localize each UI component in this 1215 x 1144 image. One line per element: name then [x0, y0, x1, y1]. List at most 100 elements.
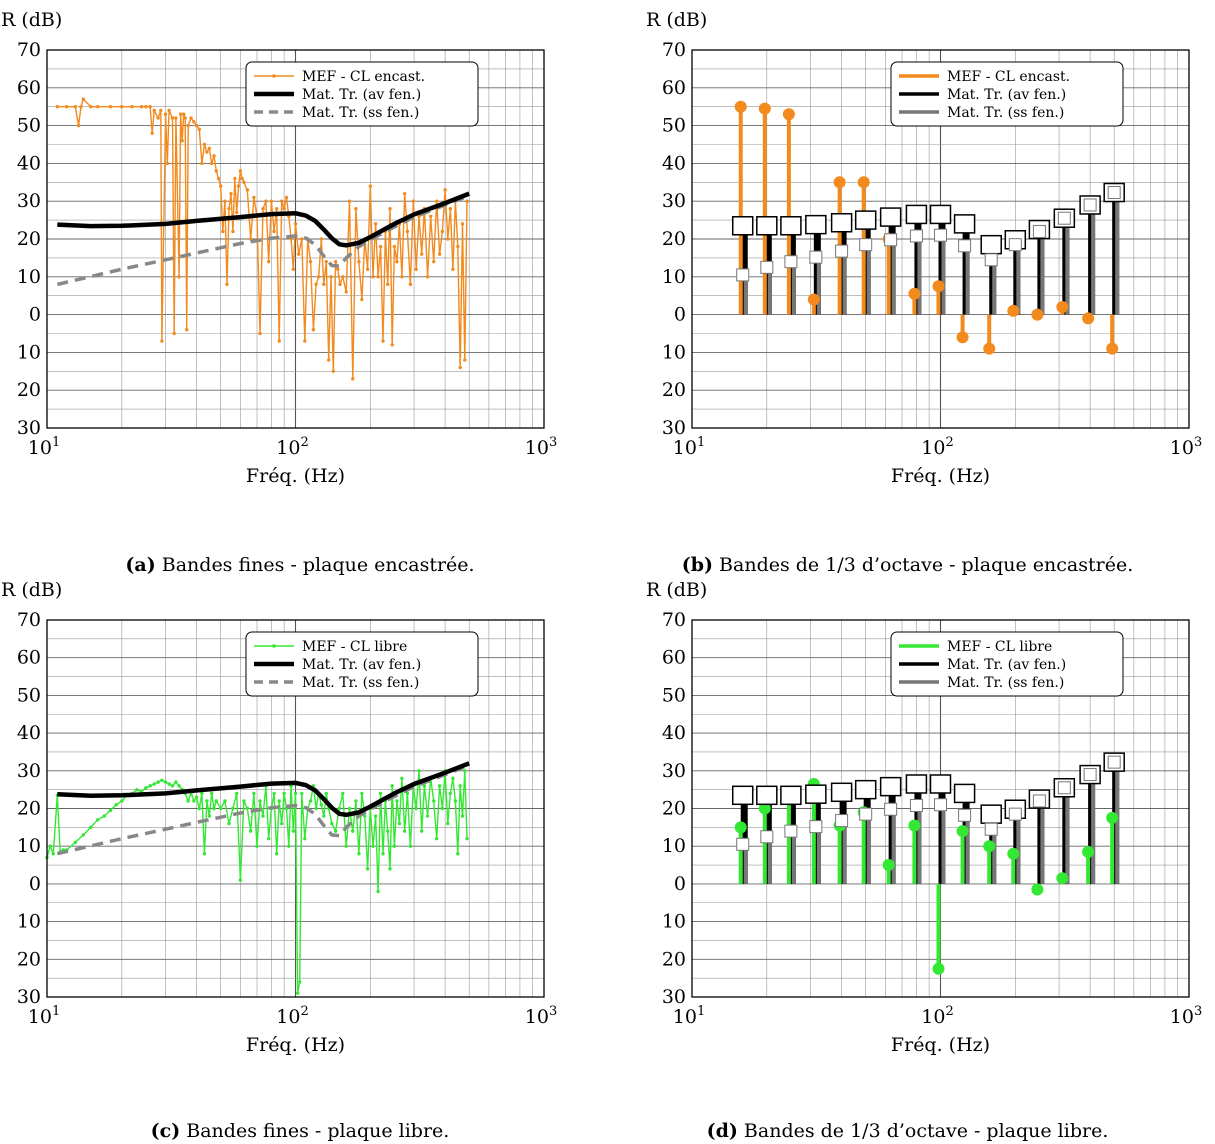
data-point [347, 199, 352, 203]
x-tick-label: 101 [673, 435, 705, 459]
y-tick-label: 10 [662, 266, 686, 288]
data-point [227, 207, 231, 211]
data-point [163, 112, 168, 116]
data-point [425, 814, 430, 818]
data-point [411, 199, 416, 203]
data-point [156, 780, 160, 784]
data-point [120, 799, 124, 803]
data-point [360, 297, 364, 302]
data-point [934, 228, 947, 242]
data-point [805, 784, 827, 804]
data-point [189, 116, 193, 120]
data-point [212, 154, 216, 158]
data-point [51, 852, 55, 856]
data-point [422, 784, 427, 788]
data-point [835, 814, 849, 828]
y-tick-label: 20 [662, 228, 686, 250]
data-point [784, 824, 798, 838]
data-point [381, 852, 385, 856]
data-point [929, 204, 952, 225]
legend-box [890, 631, 1124, 697]
y-tick-label: 50 [662, 115, 686, 137]
data-point [152, 108, 156, 113]
data-point [156, 116, 160, 120]
data-point [882, 859, 895, 872]
data-point [295, 991, 300, 995]
legend-label: Mat. Tr. (ss fen.) [302, 105, 419, 121]
data-point [269, 199, 274, 203]
data-point [835, 244, 849, 258]
data-point [909, 229, 923, 243]
data-point [152, 782, 156, 786]
data-point [298, 980, 302, 984]
y-tick-label: 20 [662, 948, 686, 970]
data-point [402, 829, 407, 833]
data-point [233, 176, 237, 181]
x-axis-label: Fréq. (Hz) [891, 1034, 990, 1056]
data-point [1082, 312, 1095, 325]
legend-b: MEF - CL encast. Mat. Tr. (av fen.) Mat. T… [890, 61, 1124, 127]
data-point [1082, 845, 1095, 858]
data-point [282, 207, 286, 211]
data-point [139, 105, 144, 109]
data-point [440, 229, 445, 234]
data-point [214, 169, 218, 173]
x-tick-label: 102 [276, 1004, 308, 1028]
data-point [114, 803, 118, 807]
data-point [425, 275, 430, 279]
legend-label: Mat. Tr. (ss fen.) [947, 675, 1064, 691]
data-point [857, 176, 870, 189]
data-point [417, 769, 421, 773]
data-point [414, 267, 418, 271]
y-tick-label: 60 [17, 77, 41, 99]
data-point [463, 358, 467, 362]
data-point [1057, 781, 1071, 795]
data-point [465, 836, 469, 841]
data-point [390, 784, 394, 788]
data-point [170, 116, 175, 120]
y-tick-label: 60 [17, 647, 41, 669]
data-point [81, 97, 86, 101]
data-point [905, 774, 928, 794]
y-tick-label: 20 [662, 798, 686, 820]
data-point [734, 100, 747, 113]
data-point [1083, 198, 1097, 212]
data-point [456, 852, 460, 856]
data-point [809, 250, 823, 264]
data-point [73, 105, 78, 109]
plot-frame [691, 49, 1190, 429]
data-point [311, 328, 316, 332]
data-point [357, 259, 361, 264]
y-tick-label: 50 [17, 115, 41, 137]
legend-label: MEF - CL libre [302, 639, 407, 655]
y-tick-label: 10 [17, 835, 41, 857]
data-point [734, 821, 747, 834]
legend-label: MEF - CL encast. [947, 69, 1070, 85]
data-point [859, 807, 873, 821]
data-point [167, 782, 171, 786]
data-point [144, 105, 148, 109]
y-axis-label: R (dB) [646, 579, 707, 601]
series-line [56, 193, 470, 287]
caption-b-label: (b) [681, 554, 713, 576]
data-point [360, 791, 364, 796]
y-tick-label: 10 [17, 911, 41, 933]
data-point [216, 176, 221, 181]
data-point [371, 275, 375, 279]
data-point [207, 814, 212, 818]
data-point [185, 328, 189, 332]
data-point [354, 799, 358, 803]
data-point [984, 253, 998, 267]
legend-label: Mat. Tr. (av fen.) [302, 657, 421, 673]
data-point [212, 806, 216, 811]
y-tick-label: 40 [662, 722, 686, 744]
data-point [368, 184, 373, 188]
data-point [341, 275, 345, 279]
data-point [236, 184, 241, 188]
data-point [223, 199, 227, 203]
plot-area-d [731, 752, 1125, 975]
y-tick-label: 10 [662, 911, 686, 933]
data-point [833, 176, 846, 189]
data-point [780, 785, 802, 806]
data-point [202, 142, 207, 147]
